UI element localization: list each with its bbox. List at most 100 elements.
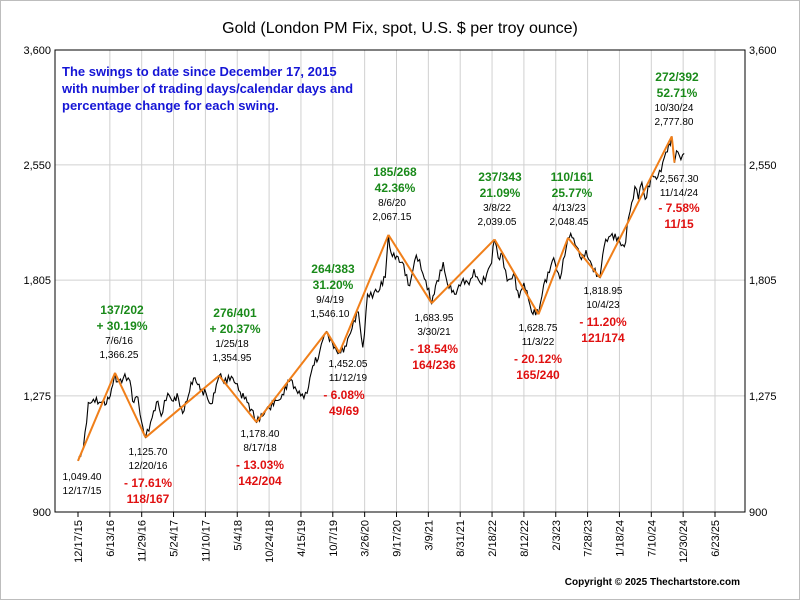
swing-pct-label: - 7.58%: [658, 201, 700, 215]
swing-price-label: 1,049.40: [63, 472, 102, 483]
x-tick-label: 3/26/20: [360, 520, 372, 557]
y-tick-label-left: 900: [33, 507, 51, 519]
swing-pct-label: - 18.54%: [410, 342, 458, 356]
note-line-2: with number of trading days/calendar day…: [61, 81, 353, 96]
swing-date-label: 10/4/23: [586, 300, 620, 311]
x-tick-label: 3/9/21: [423, 520, 435, 551]
swing-pct-label: 21.09%: [480, 186, 521, 200]
swing-annotations: 1,049.40 12/17/15 7/6/16 1,366.25 137/202 + 3…: [63, 70, 700, 506]
swing-pct-label: - 11.20%: [579, 315, 627, 329]
swing-date-label: 11/14/24: [660, 188, 699, 199]
x-tick-label: 4/15/19: [296, 520, 308, 557]
swing-days-label: 110/161: [551, 170, 594, 184]
swing-date-label: 3/8/22: [483, 203, 511, 214]
price-series: [77, 136, 685, 462]
swing-line: [218, 375, 258, 423]
swing-days-label: 276/401: [213, 306, 257, 320]
swing-days-label: 11/15: [664, 217, 694, 231]
x-tick-label: 12/30/24: [678, 520, 690, 563]
swing-days-label: 165/240: [516, 368, 560, 382]
swing-price-label: 2,039.05: [478, 217, 517, 228]
swing-line: [338, 234, 390, 353]
swing-pct-label: 31.20%: [313, 278, 354, 292]
note-line-1: The swings to date since December 17, 20…: [62, 64, 337, 79]
swing-line: [599, 135, 673, 278]
swing-days-label: 164/236: [412, 358, 456, 372]
x-tick-label: 8/12/22: [519, 520, 531, 557]
swing-price-label: 1,354.95: [213, 353, 252, 364]
note-line-3: percentage change for each swing.: [62, 98, 279, 113]
x-tick-label: 10/24/18: [264, 520, 276, 563]
y-axis: 900 900 1,275 1,275 1,805 1,805 2,550 2,550 3,60…: [23, 45, 776, 519]
y-tick-label-left: 2,550: [23, 160, 51, 172]
swing-date-label: 12/20/16: [129, 461, 168, 472]
swing-line: [493, 238, 540, 315]
x-tick-label: 9/17/20: [392, 520, 404, 557]
swing-price-label: 1,178.40: [241, 429, 280, 440]
swing-date-label: 1/25/18: [215, 339, 249, 350]
swing-days-label: 272/392: [655, 70, 699, 84]
swing-price-label: 1,818.95: [584, 286, 623, 297]
x-tick-label: 6/13/16: [105, 520, 117, 557]
swing-days-label: 237/343: [478, 170, 522, 184]
swing-pct-label: 52.71%: [657, 86, 698, 100]
swing-line: [77, 372, 116, 462]
x-tick-label: 5/24/17: [169, 520, 181, 557]
x-tick-label: 1/18/24: [614, 520, 626, 557]
swing-line: [325, 331, 341, 354]
swing-date-label: 8/17/18: [243, 443, 277, 454]
x-tick-label: 6/23/25: [710, 520, 722, 557]
swing-pct-label: - 17.61%: [124, 476, 172, 490]
swing-line: [567, 237, 601, 279]
x-axis: 12/17/15 6/13/16 11/29/16 5/24/17 11/10/17 5/…: [73, 512, 722, 563]
y-tick-label-right: 3,600: [749, 45, 777, 57]
y-tick-label-right: 1,805: [749, 275, 777, 287]
y-tick-label-left: 1,275: [23, 391, 51, 403]
x-tick-label: 7/10/24: [646, 520, 658, 557]
swing-price-label: 1,628.75: [519, 323, 558, 334]
swing-date-label: 12/17/15: [63, 486, 102, 497]
y-tick-label-left: 1,805: [23, 275, 51, 287]
x-tick-label: 11/10/17: [200, 520, 212, 562]
swing-date-label: 9/4/19: [316, 295, 344, 306]
swing-pct-label: + 20.37%: [209, 322, 260, 336]
swing-pct-label: - 6.08%: [323, 388, 365, 402]
swing-price-label: 1,683.95: [415, 313, 454, 324]
swing-price-label: 1,125.70: [129, 447, 168, 458]
swing-price-label: 1,452.05: [329, 359, 368, 370]
swing-lines: [77, 135, 676, 462]
swing-date-label: 7/6/16: [105, 336, 133, 347]
swing-date-label: 11/3/22: [522, 337, 555, 348]
swing-days-label: 185/268: [373, 165, 417, 179]
swing-pct-label: - 20.12%: [514, 352, 562, 366]
swing-days-label: 264/383: [311, 262, 355, 276]
swing-price-label: 2,777.80: [655, 117, 694, 128]
gold-price-line: [77, 136, 685, 462]
y-tick-label-right: 1,275: [749, 391, 777, 403]
x-tick-label: 8/31/21: [455, 520, 467, 557]
x-tick-label: 5/4/18: [232, 520, 244, 551]
x-tick-label: 2/3/23: [551, 520, 563, 551]
y-tick-label-right: 2,550: [749, 160, 777, 172]
swing-date-label: 4/13/23: [552, 203, 586, 214]
swing-days-label: 137/202: [100, 303, 144, 317]
x-tick-label: 11/29/16: [137, 520, 149, 562]
chart-title: Gold (London PM Fix, spot, U.S. $ per tr…: [222, 20, 578, 37]
swing-days-label: 118/167: [127, 492, 170, 506]
swing-pct-label: + 30.19%: [96, 319, 147, 333]
y-tick-label-left: 3,600: [23, 45, 51, 57]
swing-line: [670, 136, 676, 163]
grid-lines: [55, 50, 745, 512]
swing-line: [387, 234, 433, 304]
swing-line: [144, 374, 220, 439]
swing-date-label: 10/30/24: [655, 103, 694, 114]
y-tick-label-right: 900: [749, 507, 767, 519]
swing-pct-label: - 13.03%: [236, 458, 284, 472]
plot-area: [54, 49, 746, 513]
swing-line: [114, 372, 147, 438]
swing-pct-label: 25.77%: [552, 186, 593, 200]
copyright-text: Copyright © 2025 Thechartstore.com: [565, 577, 740, 588]
swing-days-label: 142/204: [238, 474, 282, 488]
swing-date-label: 3/30/21: [417, 327, 451, 338]
